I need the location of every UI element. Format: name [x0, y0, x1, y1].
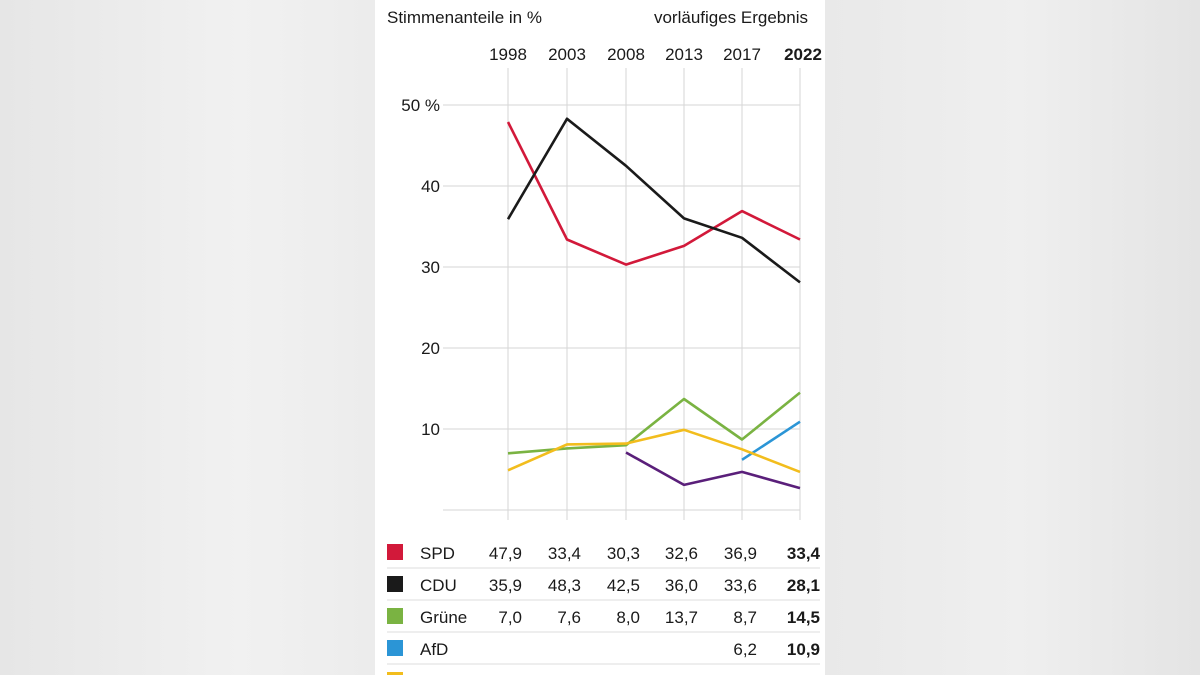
- table-value: 32,6: [665, 544, 698, 563]
- chart-title: Stimmenanteile in %: [387, 8, 542, 27]
- table-value: 36,9: [724, 544, 757, 563]
- table-value: 6,2: [733, 640, 757, 659]
- table-value: 30,3: [607, 544, 640, 563]
- legend-label: CDU: [420, 576, 457, 595]
- table-value: 14,5: [787, 608, 820, 627]
- x-tick-label: 1998: [489, 45, 527, 64]
- series-line-series-5: [625, 451, 801, 490]
- table-value: 4,7: [796, 672, 820, 675]
- table-value: 28,1: [787, 576, 820, 595]
- table-value: 36,0: [665, 576, 698, 595]
- table-value: 33,6: [724, 576, 757, 595]
- line-chart: Stimmenanteile in % vorläufiges Ergebnis 1…: [387, 8, 822, 675]
- chart-subtitle: vorläufiges Ergebnis: [654, 8, 808, 27]
- legend-label: SPD: [420, 544, 455, 563]
- table-value: 8,1: [557, 672, 581, 675]
- chart-panel: Stimmenanteile in % vorläufiges Ergebnis 1…: [375, 0, 825, 675]
- x-tick-label: 2013: [665, 45, 703, 64]
- y-tick-label: 50 %: [401, 96, 440, 115]
- table-value: 4,9: [498, 672, 522, 675]
- legend-label: Grüne: [420, 608, 467, 627]
- table-value: 33,4: [787, 544, 821, 563]
- table-value: 9,9: [674, 672, 698, 675]
- table-value: 47,9: [489, 544, 522, 563]
- table-value: 42,5: [607, 576, 640, 595]
- y-tick-label: 30: [421, 258, 440, 277]
- legend-label: FDP: [420, 672, 454, 675]
- table-value: 8,0: [616, 608, 640, 627]
- table-value: 7,6: [557, 608, 581, 627]
- y-tick-label: 10: [421, 420, 440, 439]
- legend-label: AfD: [420, 640, 448, 659]
- table-value: 8,2: [616, 672, 640, 675]
- legend-swatch: [387, 544, 403, 560]
- table-value: 48,3: [548, 576, 581, 595]
- table-value: 35,9: [489, 576, 522, 595]
- series-line-fdp: [507, 428, 801, 474]
- x-tick-label: 2003: [548, 45, 586, 64]
- table-value: 7,5: [733, 672, 757, 675]
- table-value: 10,9: [787, 640, 820, 659]
- legend-swatch: [387, 608, 403, 624]
- table-value: 33,4: [548, 544, 581, 563]
- x-tick-label: 2022: [784, 45, 822, 64]
- legend-swatch: [387, 576, 403, 592]
- x-tick-label: 2008: [607, 45, 645, 64]
- series-line-spd: [506, 121, 801, 266]
- table-value: 7,0: [498, 608, 522, 627]
- table-value: 8,7: [733, 608, 757, 627]
- legend-swatch: [387, 672, 403, 675]
- x-tick-label: 2017: [723, 45, 761, 64]
- legend-swatch: [387, 640, 403, 656]
- y-tick-label: 40: [421, 177, 440, 196]
- series-line-cdu: [506, 117, 801, 284]
- y-tick-label: 20: [421, 339, 440, 358]
- table-value: 13,7: [665, 608, 698, 627]
- series-line-grüne: [507, 391, 801, 455]
